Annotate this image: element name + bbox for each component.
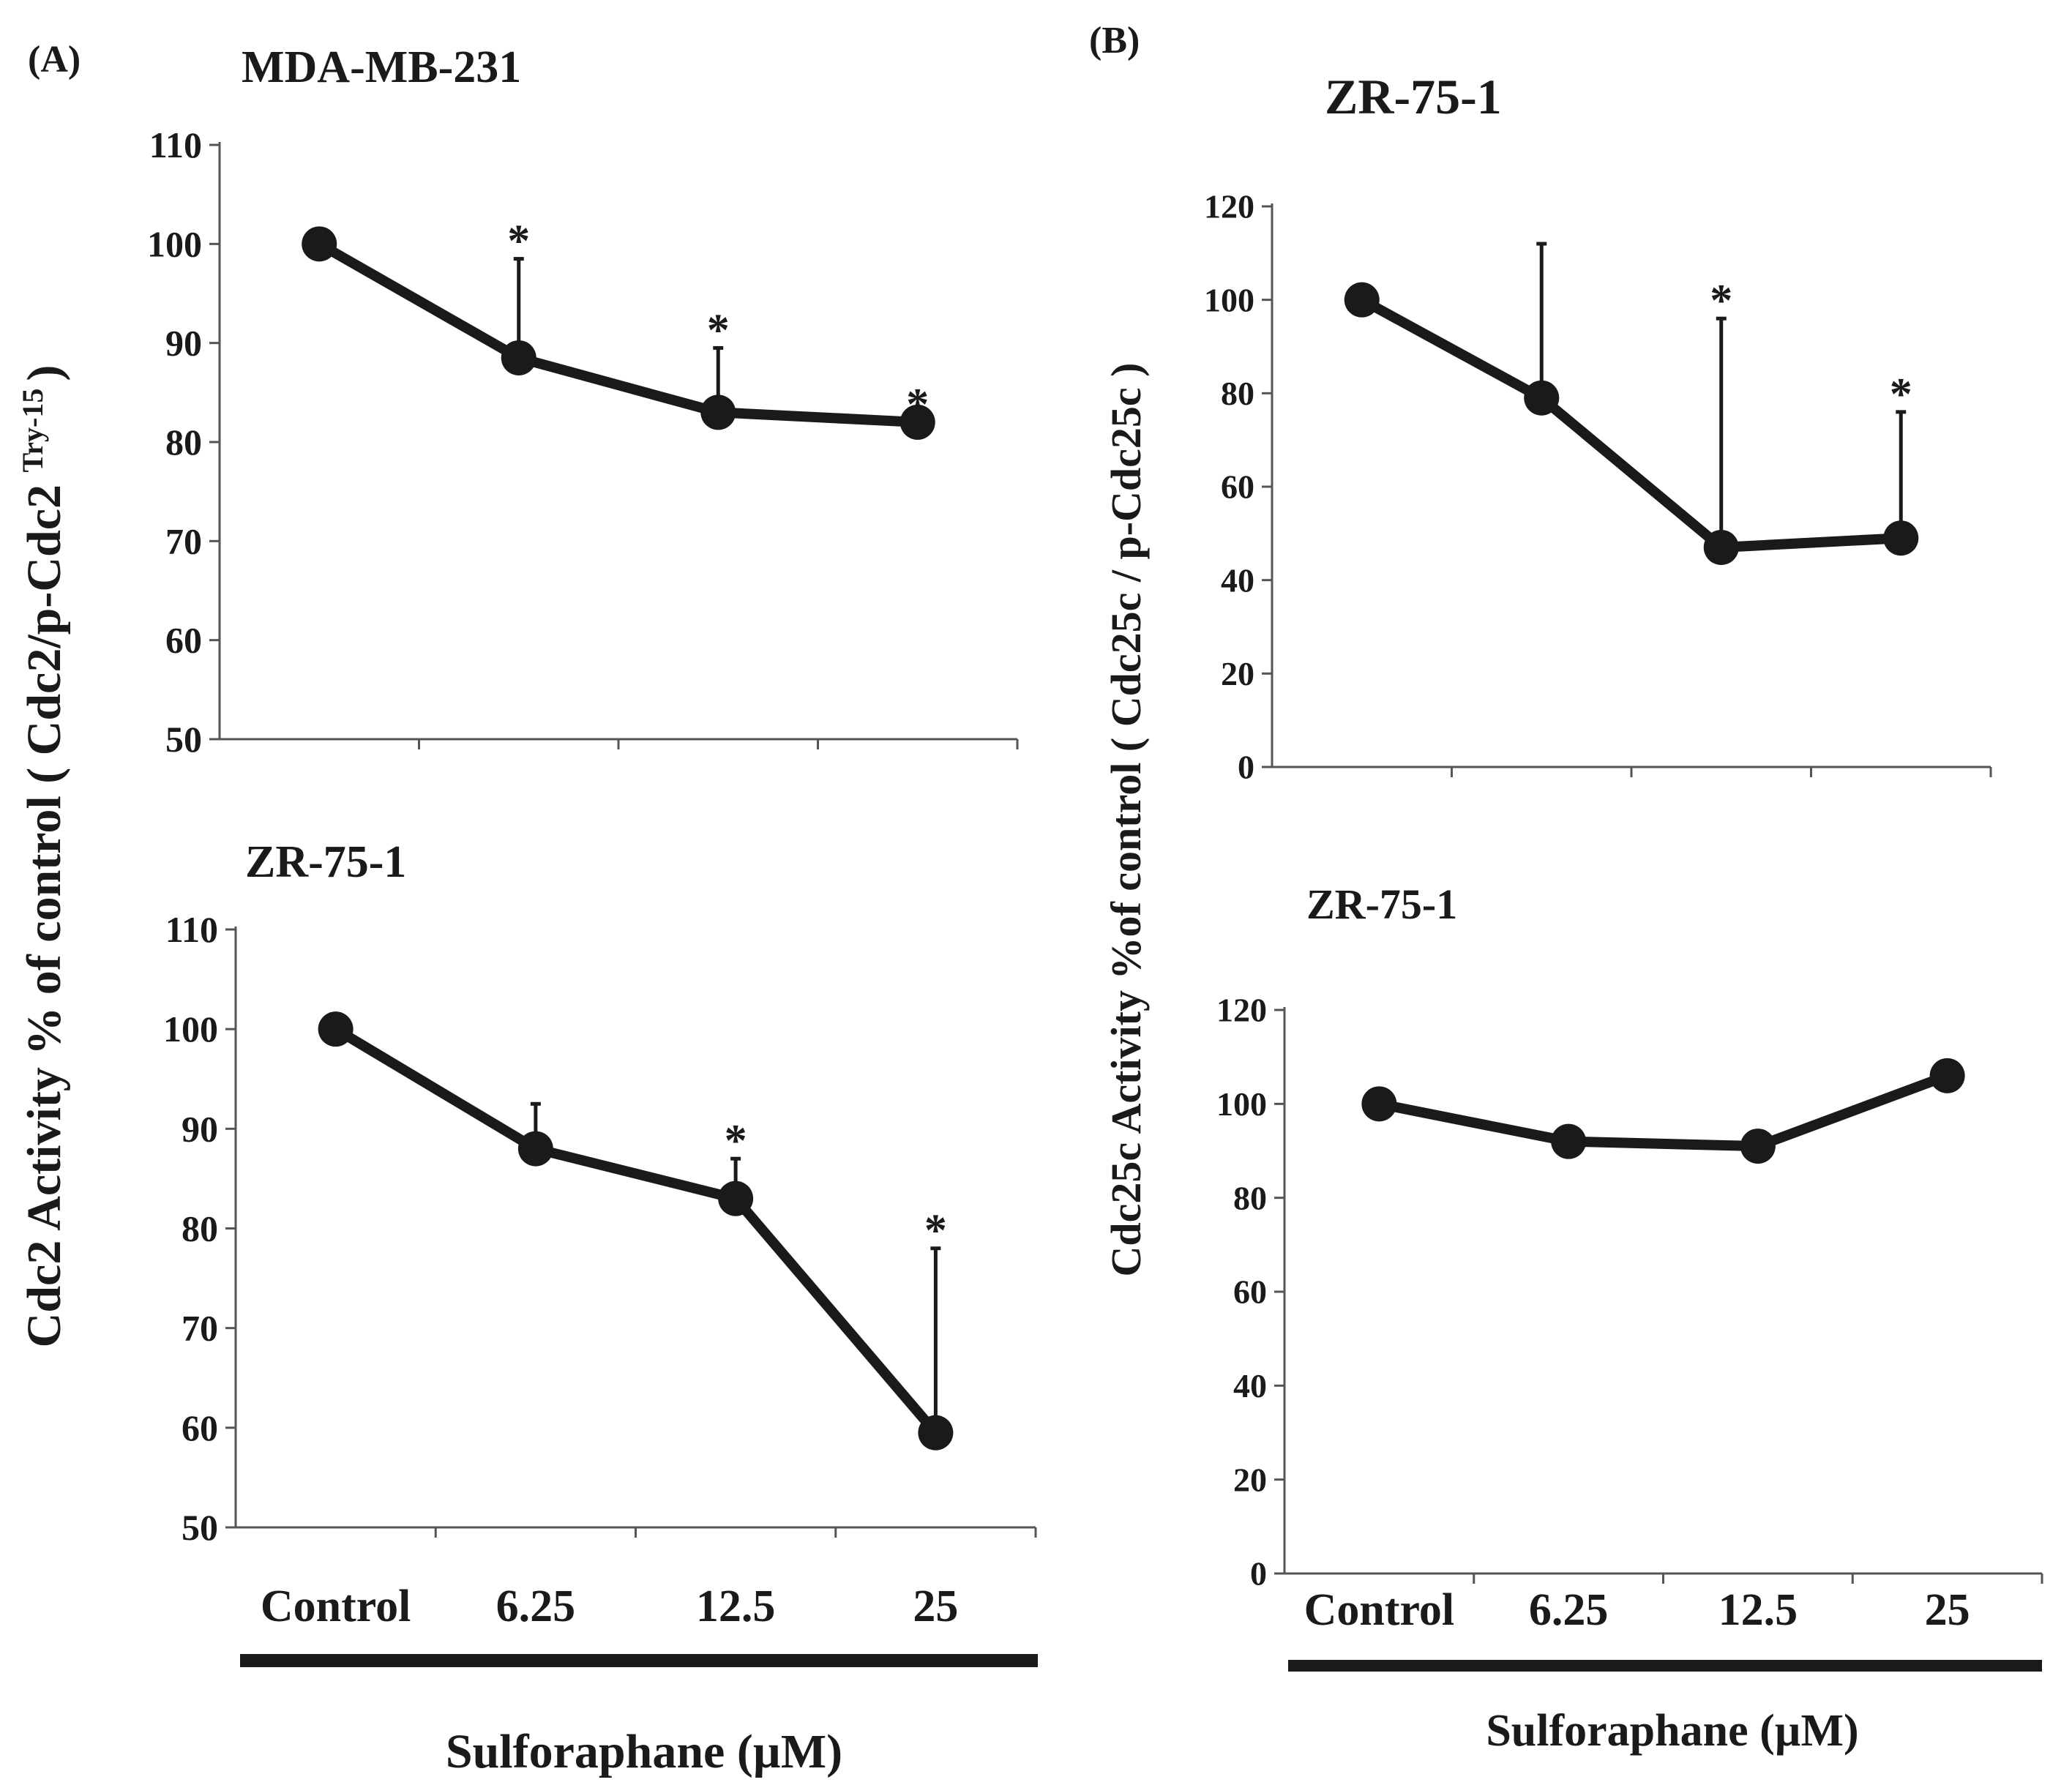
- panel-b-ylabel: Cdc25c Activity %of control ( Cdc25c / p…: [1102, 363, 1150, 1277]
- y-tick-label: 110: [149, 124, 202, 165]
- y-tick-label: 100: [1204, 281, 1254, 318]
- chart-1: 50 60 70 80 90 100 110 * * *: [147, 124, 1019, 760]
- data-point: [1703, 529, 1739, 565]
- panel-b-xlabel: Sulforaphane (µM): [1486, 1706, 1858, 1756]
- data-point: [1740, 1129, 1776, 1164]
- y-tick-label: 120: [1216, 992, 1267, 1029]
- data-point: [718, 1180, 754, 1216]
- data-point: [501, 340, 536, 375]
- y-tick-label: 90: [165, 323, 202, 364]
- y-tick-label: 60: [1233, 1273, 1267, 1311]
- data-point: [918, 1415, 954, 1451]
- panel-a-ylabel-superscript: Try-15: [16, 389, 49, 473]
- y-tick-label: 40: [1233, 1367, 1267, 1404]
- y-tick-label: 20: [1233, 1461, 1267, 1498]
- y-tick-label: 70: [182, 1308, 218, 1349]
- panel-b-treatment-bar: [1288, 1660, 2042, 1672]
- significance-marker: *: [924, 1206, 947, 1256]
- data-point: [318, 1011, 354, 1047]
- panel-a-ylabel: Cdc2 Activity % of control ( Cdc2/p-Cdc2…: [16, 365, 71, 1348]
- chart-4: 0 20 40 60 80 100 120 Control 6.25 12.5 25: [1216, 992, 2043, 1635]
- y-tick-label: 70: [165, 520, 202, 561]
- y-tick-label: 50: [182, 1507, 218, 1548]
- chart-2: 50 60 70 80 90 100 110 * * Control 6.25 12.5 25: [163, 909, 1037, 1631]
- data-point: [1361, 1086, 1397, 1122]
- series-line: [330, 1024, 941, 1438]
- panel-a-ylabel-main: Cdc2 Activity % of control ( Cdc2/p-Cdc2: [18, 472, 71, 1347]
- y-tick-label: 0: [1250, 1555, 1267, 1593]
- series-line: [1356, 294, 1907, 553]
- y-tick-label: 80: [165, 422, 202, 463]
- y-tick-label: 60: [1221, 468, 1254, 506]
- y-tick-label: 60: [182, 1407, 218, 1448]
- x-category-label: 6.25: [1529, 1585, 1609, 1635]
- chart-3-title: ZR-75-1: [1325, 69, 1502, 124]
- data-point: [1524, 380, 1560, 416]
- panel-a-xlabel: Sulforaphane (µM): [446, 1725, 842, 1778]
- x-category-label: Control: [1304, 1585, 1455, 1635]
- panel-b-label: (B): [1089, 20, 1140, 61]
- panel-a-label: (A): [28, 39, 81, 81]
- x-category-label: 6.25: [496, 1582, 576, 1631]
- y-tick-label: 90: [182, 1108, 218, 1149]
- data-point: [1929, 1058, 1965, 1093]
- y-tick-label: 110: [165, 909, 218, 950]
- y-tick-label: 120: [1204, 188, 1254, 225]
- x-category-label: 25: [1925, 1585, 1970, 1635]
- data-point: [900, 404, 935, 440]
- y-tick-label: 0: [1238, 749, 1254, 786]
- significance-marker: *: [725, 1116, 747, 1166]
- series-line: [314, 239, 923, 427]
- data-point: [1883, 520, 1919, 556]
- panel-a-treatment-bar: [240, 1654, 1038, 1667]
- data-point: [700, 394, 736, 430]
- y-tick-label: 80: [1233, 1179, 1267, 1216]
- data-point: [1551, 1123, 1587, 1159]
- data-point: [517, 1131, 553, 1167]
- y-tick-label: 100: [1216, 1085, 1267, 1123]
- y-tick-label: 40: [1221, 561, 1254, 599]
- significance-marker: *: [1890, 370, 1912, 419]
- chart-3: 0 20 40 60 80 100 120 * *: [1204, 188, 1992, 786]
- y-tick-label: 20: [1221, 655, 1254, 692]
- chart-4-title: ZR-75-1: [1306, 880, 1457, 928]
- y-tick-label: 80: [182, 1208, 218, 1249]
- y-tick-label: 100: [147, 223, 202, 264]
- significance-marker: *: [1710, 276, 1732, 326]
- plots: 50 60 70 80 90 100 110 * * * 50 60 70 80 90 100 110 * * Con…: [147, 124, 2043, 1635]
- panel-a-ylabel-close: ): [18, 365, 71, 381]
- y-tick-label: 50: [165, 719, 202, 760]
- y-tick-label: 100: [163, 1008, 218, 1049]
- x-category-label: 25: [913, 1582, 958, 1631]
- chart-1-title: MDA-MB-231: [242, 42, 521, 92]
- significance-marker: *: [707, 305, 730, 355]
- y-tick-label: 80: [1221, 375, 1254, 412]
- series-line: [1374, 1070, 1953, 1152]
- data-point: [302, 226, 337, 262]
- x-category-label: Control: [261, 1582, 411, 1631]
- data-point: [1344, 282, 1380, 318]
- y-tick-label: 60: [165, 620, 202, 661]
- chart-2-title: ZR-75-1: [245, 837, 406, 887]
- significance-marker: *: [906, 380, 929, 430]
- x-category-label: 12.5: [696, 1582, 776, 1631]
- x-category-label: 12.5: [1718, 1585, 1798, 1635]
- significance-marker: *: [507, 217, 530, 266]
